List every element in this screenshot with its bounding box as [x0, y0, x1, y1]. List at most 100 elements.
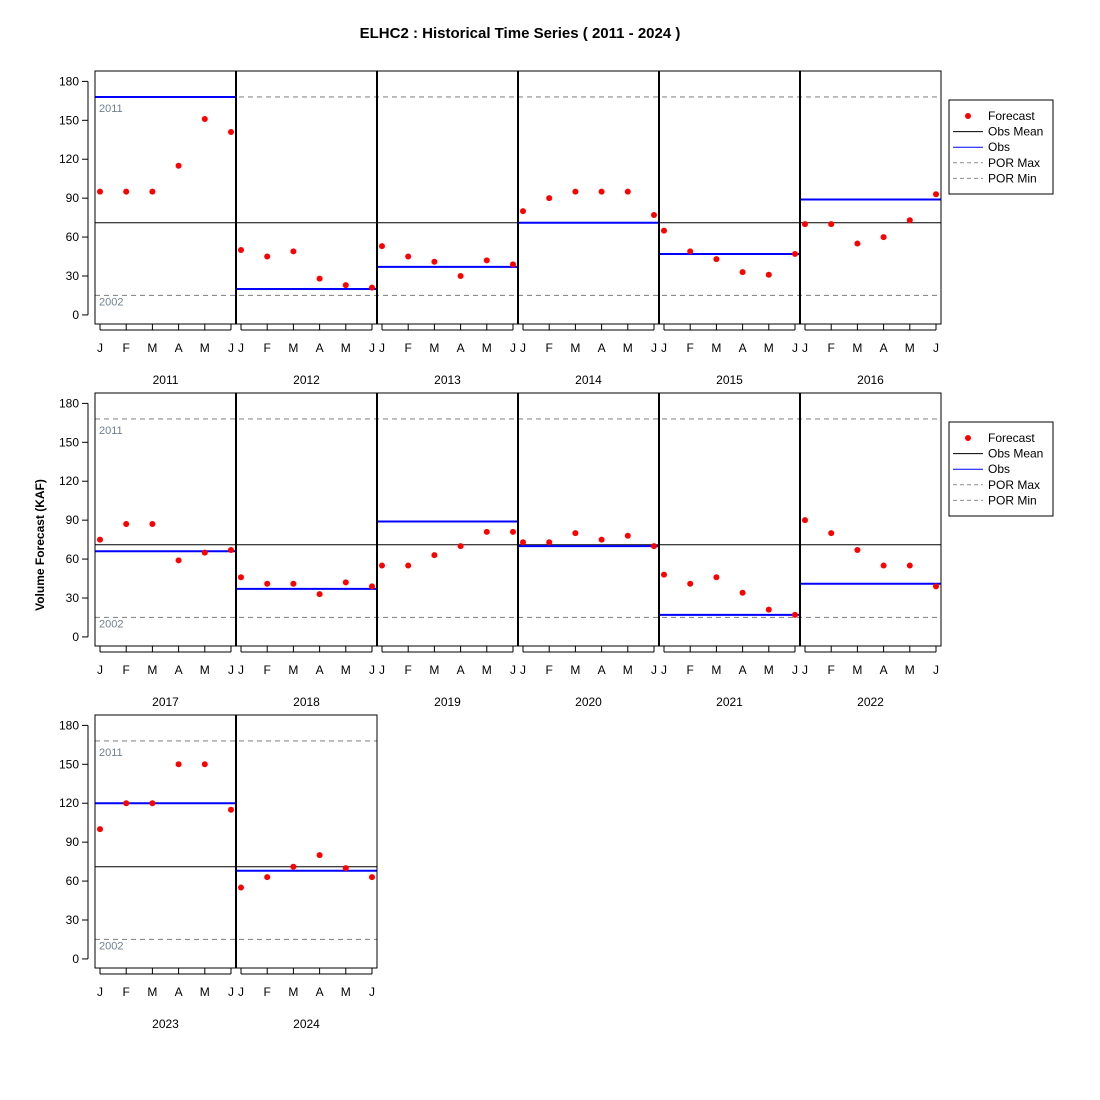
- x-tick-label: J: [379, 341, 385, 355]
- forecast-point: [624, 188, 631, 195]
- panel-2024: J F M A M J 2024: [235, 714, 378, 1031]
- x-tick-label: F: [264, 985, 271, 999]
- forecast-point: [906, 217, 913, 224]
- forecast-point: [342, 282, 349, 289]
- x-tick-label: A: [175, 663, 183, 677]
- x-tick-label: A: [316, 985, 324, 999]
- forecast-point: [739, 269, 746, 276]
- x-tick-label: A: [175, 341, 183, 355]
- y-tick-label: 120: [59, 152, 79, 166]
- x-tick-label: J: [802, 663, 808, 677]
- x-tick-label: J: [228, 985, 234, 999]
- y-tick-label: 0: [72, 630, 79, 644]
- x-tick-label: J: [238, 663, 244, 677]
- x-tick-label: J: [792, 663, 798, 677]
- panel-border: [799, 70, 942, 325]
- forecast-point: [651, 543, 657, 550]
- x-tick-label: J: [369, 985, 375, 999]
- panel-border: [376, 70, 519, 325]
- x-tick-label: M: [147, 341, 157, 355]
- forecast-point: [598, 536, 605, 543]
- legend-label: Obs: [988, 140, 1010, 154]
- forecast-point: [175, 162, 182, 169]
- x-tick-label: M: [288, 663, 298, 677]
- x-tick-label: F: [405, 341, 412, 355]
- year-label: 2011: [153, 373, 179, 387]
- x-tick-label: M: [200, 985, 210, 999]
- legend-label: POR Min: [988, 493, 1037, 507]
- forecast-point: [572, 530, 579, 537]
- forecast-point: [713, 574, 720, 581]
- y-tick-label: 0: [72, 952, 79, 966]
- x-tick-label: J: [369, 663, 375, 677]
- x-tick-label: M: [200, 341, 210, 355]
- forecast-point: [405, 253, 412, 260]
- x-tick-label: A: [880, 663, 888, 677]
- x-tick-label: M: [341, 663, 351, 677]
- y-tick-label: 30: [66, 913, 80, 927]
- forecast-point: [687, 248, 694, 255]
- x-tick-label: F: [828, 341, 835, 355]
- x-tick-label: M: [852, 341, 862, 355]
- forecast-point: [739, 589, 746, 596]
- panel-2022: J F M A M J 2022: [799, 392, 942, 709]
- forecast-point: [175, 761, 182, 768]
- forecast-point: [316, 591, 323, 598]
- x-tick-label: A: [316, 341, 324, 355]
- year-label: 2023: [152, 1017, 179, 1031]
- forecast-point: [828, 530, 835, 537]
- x-tick-label: J: [379, 663, 385, 677]
- x-tick-label: A: [598, 663, 606, 677]
- forecast-point: [651, 212, 657, 219]
- forecast-point: [123, 188, 130, 195]
- panel-border: [517, 70, 660, 325]
- x-tick-label: F: [264, 341, 271, 355]
- panel-border: [658, 392, 801, 647]
- x-tick-label: F: [264, 663, 271, 677]
- x-tick-label: A: [739, 341, 747, 355]
- x-tick-label: J: [933, 663, 939, 677]
- panel-border: [517, 392, 660, 647]
- forecast-point: [290, 248, 297, 255]
- x-tick-label: F: [123, 341, 130, 355]
- forecast-point: [546, 539, 553, 546]
- year-label: 2017: [152, 695, 179, 709]
- x-tick-label: F: [123, 985, 130, 999]
- year-label: 2016: [857, 373, 884, 387]
- panel-border: [235, 392, 378, 647]
- forecast-point: [510, 261, 516, 268]
- forecast-point: [97, 826, 103, 833]
- forecast-point: [661, 227, 667, 234]
- year-label: 2019: [434, 695, 461, 709]
- year-label: 2021: [716, 695, 743, 709]
- legend-label: Obs Mean: [988, 125, 1043, 139]
- y-tick-label: 120: [59, 796, 79, 810]
- forecast-point: [149, 188, 156, 195]
- forecast-point: [828, 221, 835, 228]
- forecast-point: [483, 257, 490, 264]
- x-tick-label: M: [764, 341, 774, 355]
- x-tick-label: J: [97, 341, 103, 355]
- panel-2017: J F M A M J 2017: [94, 392, 237, 709]
- forecast-point: [457, 272, 464, 279]
- x-tick-label: J: [933, 341, 939, 355]
- forecast-point: [201, 761, 208, 768]
- x-tick-label: J: [228, 663, 234, 677]
- x-tick-label: J: [520, 663, 526, 677]
- y-tick-label: 0: [72, 308, 79, 322]
- legend-label: Obs Mean: [988, 447, 1043, 461]
- x-tick-label: M: [429, 663, 439, 677]
- x-tick-label: F: [687, 341, 694, 355]
- x-tick-label: J: [510, 663, 516, 677]
- forecast-point: [510, 528, 516, 535]
- panel-border: [376, 392, 519, 647]
- x-tick-label: M: [623, 341, 633, 355]
- x-tick-label: J: [661, 663, 667, 677]
- legend-label: Obs: [988, 462, 1010, 476]
- por-max-label: 2011: [99, 103, 123, 115]
- forecast-point: [802, 221, 808, 228]
- x-tick-label: J: [510, 341, 516, 355]
